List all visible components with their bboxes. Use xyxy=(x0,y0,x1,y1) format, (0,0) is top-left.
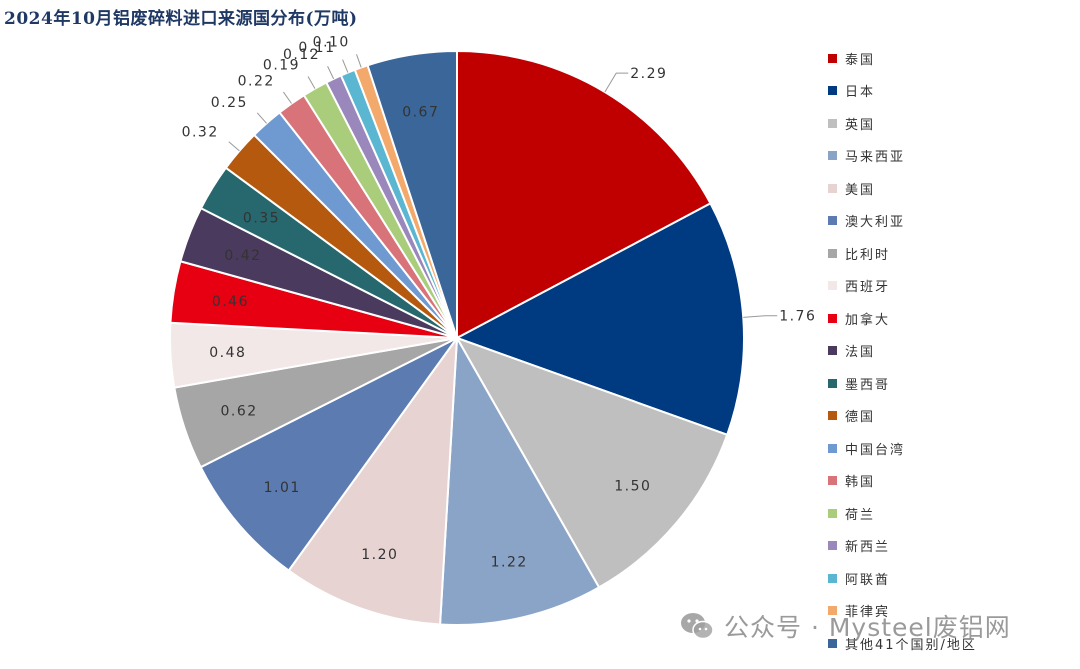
legend-swatch xyxy=(828,411,837,421)
legend-item-18: 菲律宾 xyxy=(828,595,977,628)
data-label-5: 1.20 xyxy=(361,547,398,563)
legend-item-10: 法国 xyxy=(828,335,977,368)
data-label-9: 0.46 xyxy=(212,294,249,310)
legend-label: 中国台湾 xyxy=(845,442,906,458)
legend-swatch xyxy=(828,638,837,648)
legend-swatch xyxy=(828,573,837,583)
legend-swatch xyxy=(828,118,837,128)
legend-label: 其他41个国别/地区 xyxy=(845,637,977,653)
legend-item-7: 比利时 xyxy=(828,237,977,270)
data-label-14: 0.22 xyxy=(238,74,275,90)
legend-item-13: 中国台湾 xyxy=(828,432,977,465)
data-label-3: 1.50 xyxy=(614,479,651,495)
chart-legend: 泰国日本英国马来西亚美国澳大利亚比利时西班牙加拿大法国墨西哥德国中国台湾韩国荷兰… xyxy=(828,42,977,660)
legend-label: 德国 xyxy=(845,410,876,426)
data-label-17: 0.11 xyxy=(298,40,335,56)
legend-item-11: 墨西哥 xyxy=(828,367,977,400)
data-label-19: 0.67 xyxy=(402,104,439,120)
legend-label: 阿联酋 xyxy=(845,572,891,588)
legend-item-15: 荷兰 xyxy=(828,497,977,530)
legend-swatch xyxy=(828,346,837,356)
leader-line-2 xyxy=(743,315,778,318)
data-label-16: 0.12 xyxy=(283,47,320,63)
legend-label: 澳大利亚 xyxy=(845,215,906,231)
legend-swatch xyxy=(828,151,837,161)
legend-item-9: 加拿大 xyxy=(828,302,977,335)
pie-slice-19 xyxy=(366,49,458,339)
legend-label: 加拿大 xyxy=(845,312,891,328)
leader-line-18 xyxy=(356,54,362,68)
legend-item-14: 韩国 xyxy=(828,465,977,498)
legend-label: 韩国 xyxy=(845,475,876,491)
legend-label: 英国 xyxy=(845,117,876,133)
data-label-8: 0.48 xyxy=(209,345,246,361)
legend-item-8: 西班牙 xyxy=(828,270,977,303)
pie-slice-4 xyxy=(438,334,601,626)
legend-item-16: 新西兰 xyxy=(828,530,977,563)
data-label-1: 2.29 xyxy=(630,66,667,82)
legend-item-2: 日本 xyxy=(828,75,977,108)
legend-swatch xyxy=(828,508,837,518)
data-label-10: 0.42 xyxy=(224,248,261,264)
legend-swatch xyxy=(828,86,837,96)
data-label-18: 0.10 xyxy=(313,35,350,51)
legend-swatch xyxy=(828,183,837,193)
pie-slice-2 xyxy=(454,202,745,437)
legend-label: 新西兰 xyxy=(845,540,891,556)
data-label-12: 0.32 xyxy=(182,125,219,141)
legend-item-3: 英国 xyxy=(828,107,977,140)
data-label-6: 1.01 xyxy=(264,480,301,496)
data-label-7: 0.62 xyxy=(220,403,257,419)
legend-label: 马来西亚 xyxy=(845,150,906,166)
leader-line-14 xyxy=(283,91,292,104)
pie-slice-6 xyxy=(199,337,458,572)
legend-label: 日本 xyxy=(845,85,876,101)
legend-label: 美国 xyxy=(845,182,876,198)
legend-swatch xyxy=(828,541,837,551)
leader-line-15 xyxy=(307,76,316,89)
legend-item-5: 美国 xyxy=(828,172,977,205)
watermark: 公众号 · Mysteel废铝网 xyxy=(680,608,1011,644)
legend-label: 荷兰 xyxy=(845,507,876,523)
legend-item-12: 德国 xyxy=(828,400,977,433)
legend-label: 西班牙 xyxy=(845,280,891,296)
legend-item-4: 马来西亚 xyxy=(828,140,977,173)
leader-line-13 xyxy=(256,112,267,124)
chart-title: 2024年10月铝废碎料进口来源国分布(万吨) xyxy=(4,9,358,29)
legend-label: 菲律宾 xyxy=(845,605,891,621)
data-label-11: 0.35 xyxy=(243,211,280,227)
pie-slice-5 xyxy=(287,334,459,626)
leader-line-16 xyxy=(327,66,335,80)
legend-item-1: 泰国 xyxy=(828,42,977,75)
legend-label: 泰国 xyxy=(845,52,876,68)
legend-item-6: 澳大利亚 xyxy=(828,205,977,238)
legend-label: 法国 xyxy=(845,345,876,361)
legend-item-17: 阿联酋 xyxy=(828,562,977,595)
legend-swatch xyxy=(828,281,837,291)
leader-line-17 xyxy=(342,59,349,73)
legend-swatch xyxy=(828,476,837,486)
legend-swatch xyxy=(828,443,837,453)
pie-slice-3 xyxy=(454,336,729,589)
legend-swatch xyxy=(828,216,837,226)
data-label-2: 1.76 xyxy=(779,309,816,325)
data-label-4: 1.22 xyxy=(491,555,528,571)
data-label-13: 0.25 xyxy=(211,95,248,111)
legend-swatch xyxy=(828,606,837,616)
legend-swatch xyxy=(828,378,837,388)
watermark-text: 公众号 · Mysteel废铝网 xyxy=(724,613,1011,642)
pie-slice-1 xyxy=(456,49,712,340)
legend-swatch xyxy=(828,53,837,63)
wechat-icon xyxy=(681,613,714,640)
legend-swatch xyxy=(828,313,837,323)
legend-label: 墨西哥 xyxy=(845,377,891,393)
legend-label: 比利时 xyxy=(845,247,891,263)
leader-line-12 xyxy=(228,141,240,152)
data-label-15: 0.19 xyxy=(263,57,300,73)
legend-swatch xyxy=(828,248,837,258)
leader-line-1 xyxy=(604,72,629,93)
legend-item-19: 其他41个国别/地区 xyxy=(828,627,977,660)
